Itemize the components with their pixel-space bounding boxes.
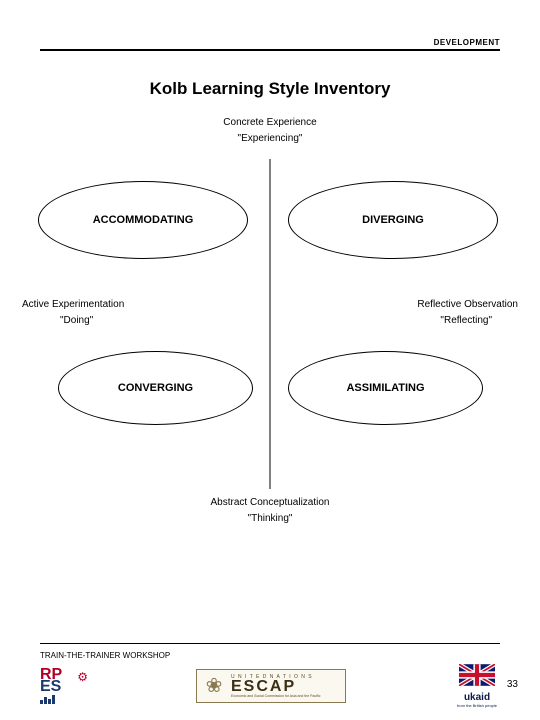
logo-escap: ❀ U N I T E D N A T I O N S ESCAP Econom… [196,669,346,703]
quadrant-accommodating: ACCOMMODATING [38,181,248,259]
axis-left-sub: "Doing" [60,315,93,326]
quadrant-label: DIVERGING [362,214,424,226]
quadrant-diverging: DIVERGING [288,181,498,259]
axis-top-sub: "Experiencing" [40,133,500,144]
vertical-axis [270,159,271,489]
axis-left-label: Active Experimentation [22,299,124,310]
axis-bottom-label: Abstract Conceptualization [40,497,500,508]
page-number: 33 [507,679,518,690]
page: DEVELOPMENT Kolb Learning Style Inventor… [0,0,540,720]
footer-text: TRAIN-THE-TRAINER WORKSHOP [40,651,170,660]
axis-right-label: Reflective Observation [417,299,518,310]
quadrant-converging: CONVERGING [58,351,253,425]
footer-logos: RP ⚙ ES ❀ U N I T E D N A T I O N S ESCA… [40,666,500,706]
escap-main: ESCAP [231,680,321,694]
bar-chart-icon [40,695,55,704]
quadrant-label: ACCOMMODATING [93,214,194,226]
quadrant-label: CONVERGING [118,382,193,394]
un-emblem-icon: ❀ [201,673,227,699]
kolb-diagram: Concrete Experience "Experiencing" ACCOM… [40,109,500,509]
ukaid-main: ukaid [454,693,500,703]
logo-rpes: RP ⚙ ES [40,668,88,704]
axis-top-label: Concrete Experience [40,117,500,128]
footer-rule [40,643,500,644]
uk-flag-icon [459,664,495,686]
axis-bottom-sub: "Thinking" [40,513,500,524]
page-title: Kolb Learning Style Inventory [40,79,500,99]
axis-right-sub: "Reflecting" [440,315,492,326]
escap-sub: Economic and Social Commission for Asia … [231,694,321,698]
header-rule: DEVELOPMENT [40,38,500,51]
logo-ukaid: ukaid from the British people [454,664,500,708]
header-section: DEVELOPMENT [40,38,500,47]
quadrant-assimilating: ASSIMILATING [288,351,483,425]
ukaid-sub: from the British people [454,703,500,708]
quadrant-label: ASSIMILATING [346,382,424,394]
rpes-line2: ES [40,680,88,694]
escap-text-block: U N I T E D N A T I O N S ESCAP Economic… [231,674,321,698]
